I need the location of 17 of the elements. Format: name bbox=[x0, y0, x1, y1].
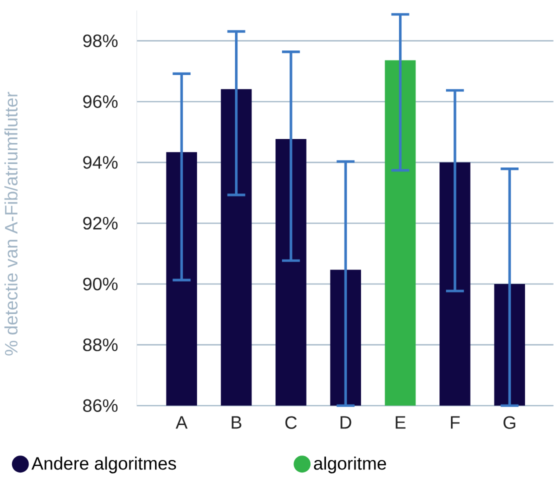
y-tick-label: 86% bbox=[83, 399, 118, 412]
y-tick-label: 90% bbox=[83, 278, 118, 290]
x-tick-label: D bbox=[340, 416, 352, 429]
y-tick-label: 94% bbox=[83, 156, 118, 169]
y-tick-label: 88% bbox=[83, 338, 118, 352]
y-tick-label: 96% bbox=[83, 95, 118, 108]
x-tick-label: F bbox=[450, 416, 460, 429]
x-tick-label: C bbox=[285, 416, 297, 429]
x-tick-label: A bbox=[176, 416, 188, 429]
y-tick-label: 98% bbox=[83, 34, 118, 48]
x-tick-label: G bbox=[504, 416, 516, 429]
y-axis-title: % detectie van A-Fib/atriumflutter bbox=[4, 92, 18, 356]
x-tick-label: B bbox=[232, 416, 242, 429]
legend-label: Andere algoritmes bbox=[32, 456, 176, 474]
legend-label: algoritme bbox=[314, 456, 386, 474]
x-tick-label: E bbox=[396, 416, 406, 429]
y-tick-label: 92% bbox=[83, 216, 118, 230]
